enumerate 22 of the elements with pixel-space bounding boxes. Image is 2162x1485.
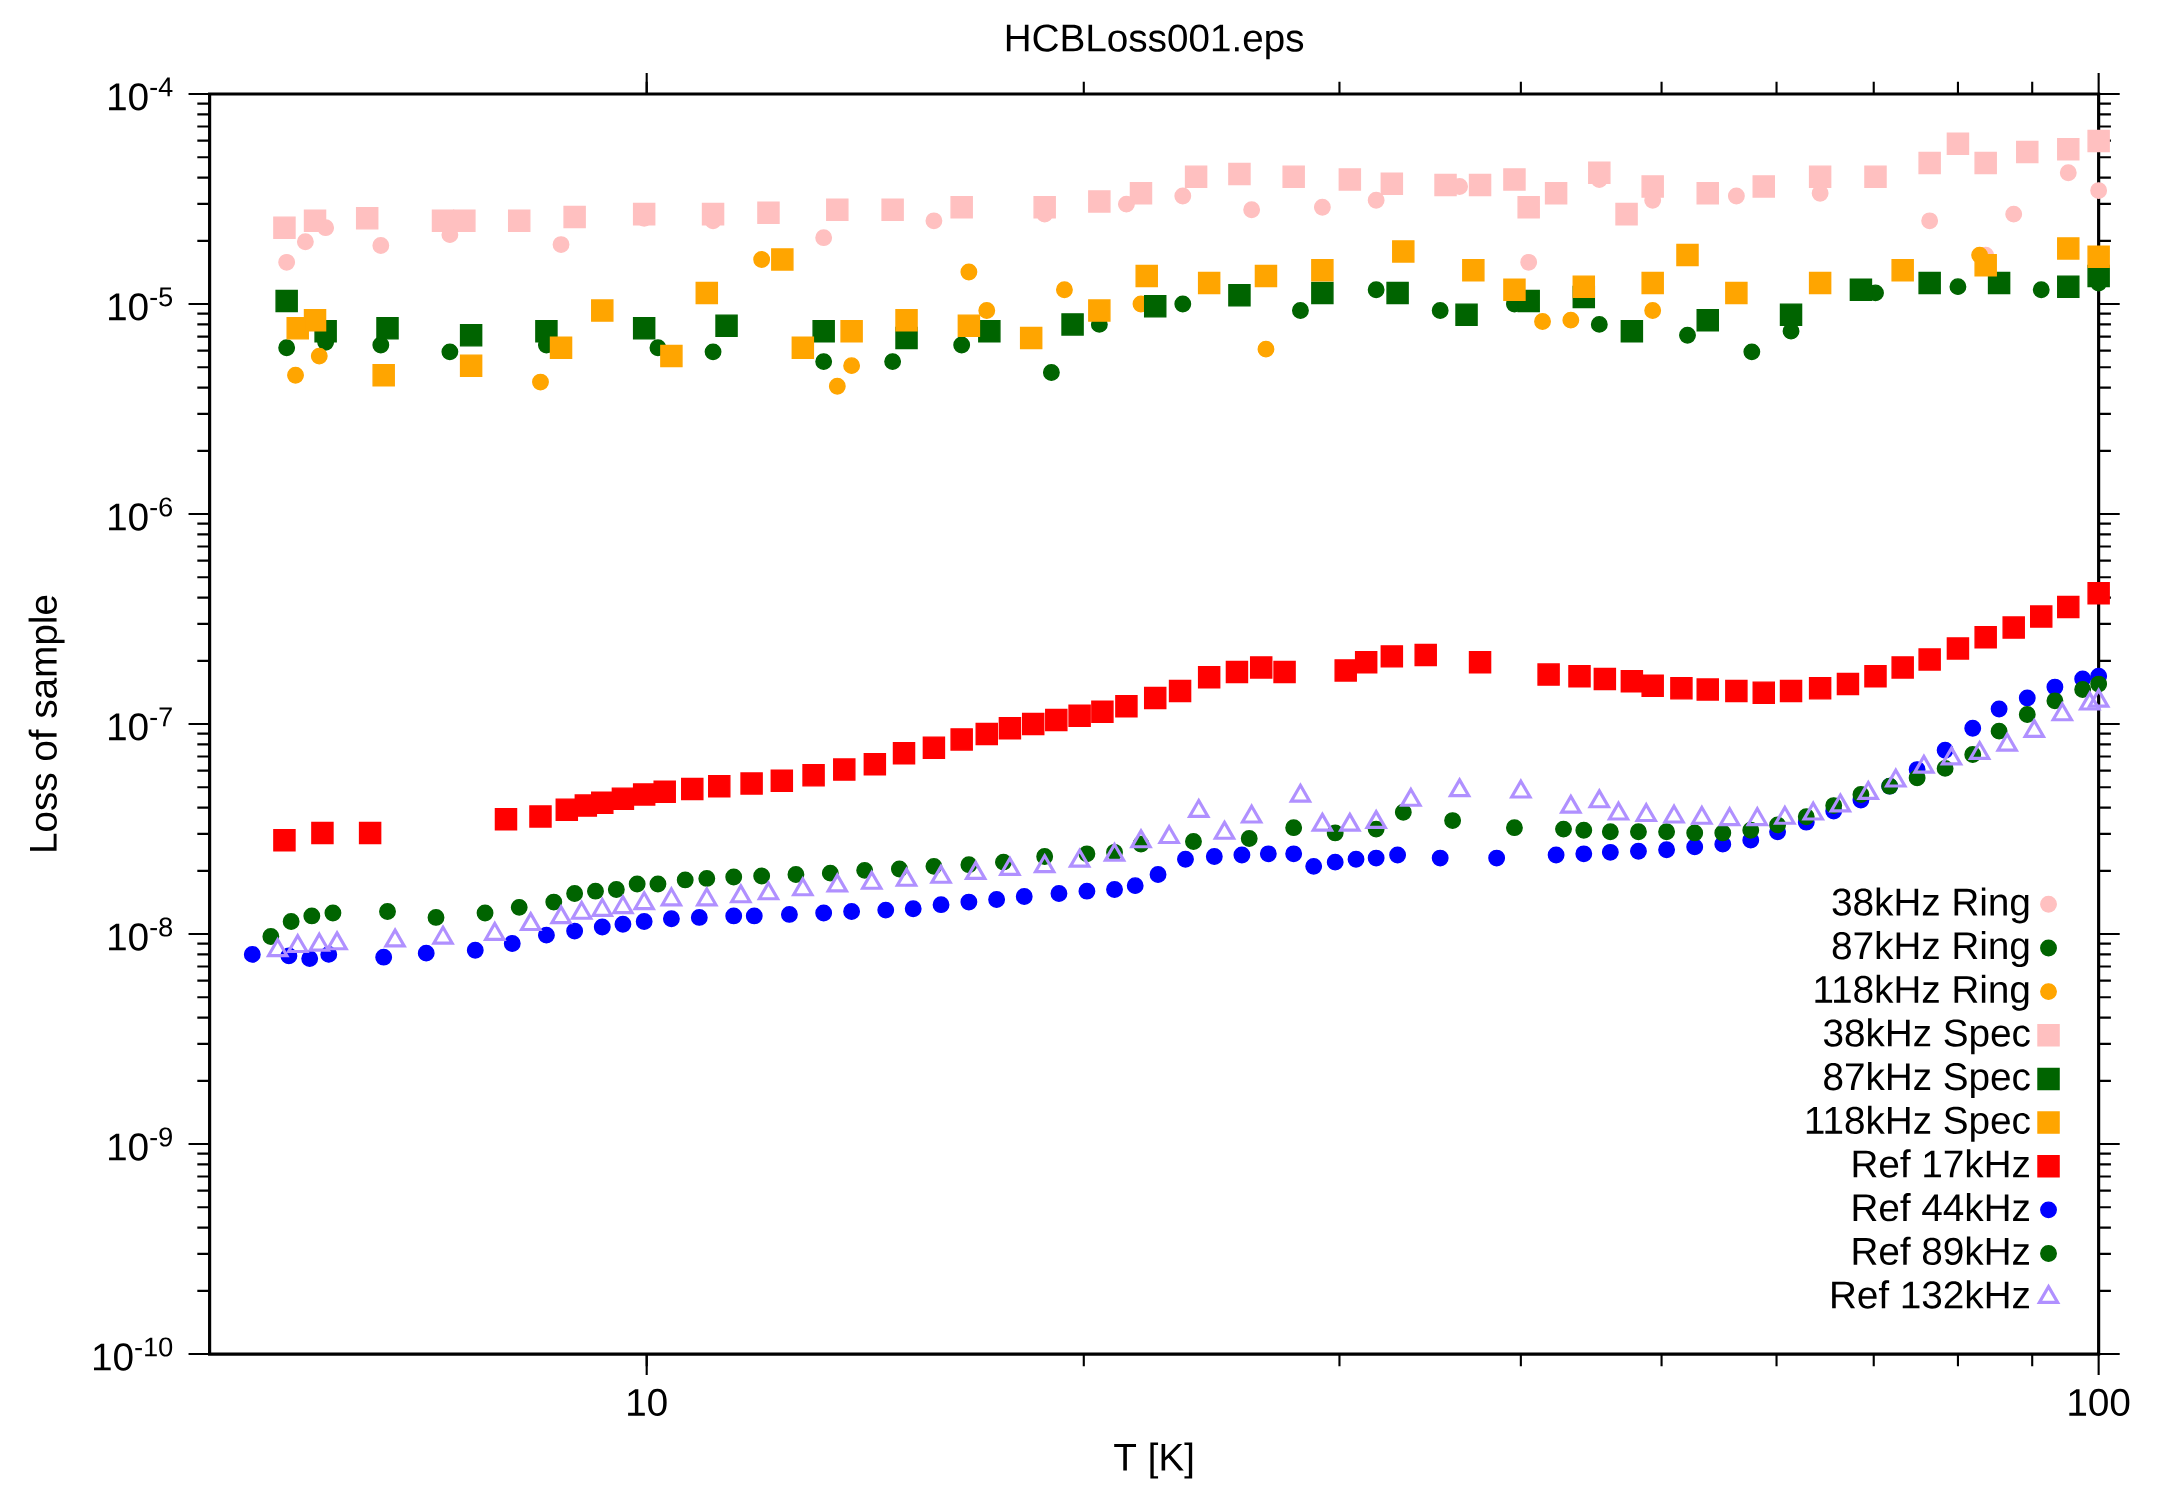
legend-label: 87kHz Ring <box>1832 931 2029 968</box>
y-tick-label: 10$^{-6}$ <box>109 497 172 531</box>
y-tick-label: 10$^{-5}$ <box>109 287 173 321</box>
legend-label: Ref 132kHz <box>1832 1280 2029 1309</box>
legend-label: 118kHz Spec <box>1806 1105 2030 1142</box>
legend-label: 38kHz Ring <box>1832 887 2029 924</box>
legend-label: Ref 89kHz <box>1853 1236 2029 1266</box>
y-tick-label: 10$^{-9}$ <box>109 1127 172 1161</box>
x-axis-title: T [K] <box>1114 1442 1193 1479</box>
legend-label: 87kHz Spec <box>1824 1062 2030 1099</box>
legend-label: Ref 17kHz <box>1853 1149 2029 1178</box>
legend-label: 118kHz Ring <box>1815 974 2029 1011</box>
y-tick-label: 10$^{-10}$ <box>94 1337 173 1371</box>
y-axis-title: Loss of sample <box>28 595 65 851</box>
y-tick-label: 10$^{-4}$ <box>109 77 173 111</box>
legend-label: Ref 44kHz <box>1853 1192 2029 1222</box>
y-tick-label: 10$^{-7}$ <box>109 707 172 741</box>
x-tick-label: 10 <box>628 1388 667 1417</box>
y-tick-label: 10$^{-8}$ <box>109 917 173 951</box>
legend-label: 38kHz Spec <box>1823 1018 2030 1055</box>
chart-title: HCBLoss001.eps <box>1006 24 1304 60</box>
x-tick-label: 100 <box>2069 1388 2130 1417</box>
